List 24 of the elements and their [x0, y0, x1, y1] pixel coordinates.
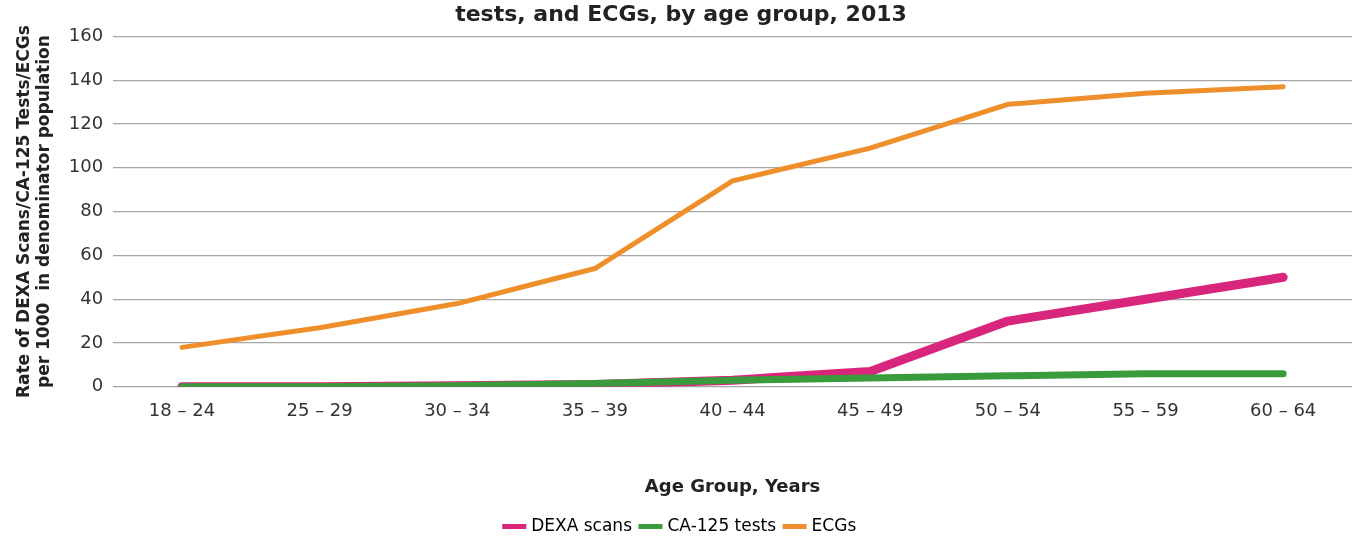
legend-label: DEXA scans: [531, 514, 633, 535]
x-tick-label: 18 – 24: [148, 399, 216, 421]
x-tick-label: 25 – 29: [286, 399, 353, 421]
y-tick-label: 120: [68, 111, 104, 133]
x-tick-label: 35 – 39: [561, 399, 629, 421]
y-tick-label: 20: [80, 330, 104, 352]
y-tick-label: 0: [91, 374, 104, 396]
x-tick-label: 50 – 54: [974, 399, 1042, 421]
y-tick-label: 80: [80, 199, 104, 221]
y-tick-label: 100: [68, 155, 104, 177]
y-tick-label: 160: [68, 24, 104, 46]
x-axis-title: Age Group, Years: [644, 474, 821, 496]
legend-label: CA-125 tests: [667, 514, 777, 535]
x-tick-label: 55 – 59: [1112, 399, 1179, 421]
y-tick-label: 60: [80, 243, 104, 265]
x-tick-label: 40 – 44: [699, 399, 766, 421]
y-tick-label: 140: [68, 67, 104, 89]
x-tick-label: 45 – 49: [837, 399, 904, 421]
x-tick-label: 60 – 64: [1250, 399, 1317, 421]
chart-title: tests, and ECGs, by age group, 2013: [455, 0, 907, 26]
x-tick-label: 30 – 34: [424, 399, 491, 421]
y-tick-label: 40: [80, 286, 104, 308]
legend-label: ECGs: [811, 514, 857, 535]
y-axis-title: Rate of DEXA Scans/CA-125 Tests/ECGs per 1000 in denominator population: [12, 25, 54, 399]
